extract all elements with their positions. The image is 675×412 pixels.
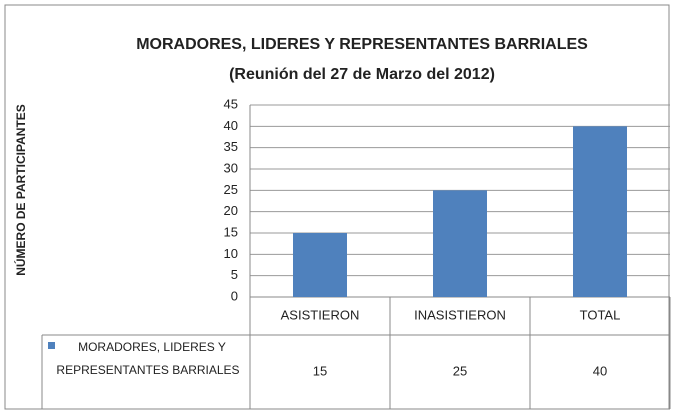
- legend-swatch: [48, 342, 55, 349]
- x-tick-label: TOTAL: [580, 307, 621, 322]
- bar: [433, 190, 487, 297]
- y-tick-label: 15: [224, 224, 238, 239]
- chart-border: [4, 4, 670, 410]
- y-tick-label: 5: [231, 267, 238, 282]
- bar: [293, 233, 347, 297]
- table-value: 15: [313, 363, 327, 378]
- y-tick-label: 10: [224, 246, 238, 261]
- y-tick-label: 25: [224, 182, 238, 197]
- legend-cell: MORADORES, LIDERES Y REPRESENTANTES BARR…: [56, 340, 240, 377]
- table-value: 25: [453, 363, 467, 378]
- y-tick-label: 30: [224, 160, 238, 175]
- bar: [573, 126, 627, 297]
- y-tick-label: 0: [231, 288, 238, 303]
- chart-title: MORADORES, LIDERES Y REPRESENTANTES BARR…: [136, 36, 588, 53]
- x-tick-label: INASISTIERON: [414, 307, 506, 322]
- y-tick-label: 45: [224, 96, 238, 111]
- y-tick-label: 40: [224, 118, 238, 133]
- y-tick-label: 20: [224, 203, 238, 218]
- chart-subtitle: (Reunión del 27 de Marzo del 2012): [229, 66, 495, 83]
- x-tick-label: ASISTIERON: [281, 307, 360, 322]
- table-value: 40: [593, 363, 607, 378]
- y-tick-label: 35: [224, 139, 238, 154]
- y-axis-title: NÚMERO DE PARTICIPANTES: [13, 104, 28, 276]
- legend-label: MORADORES, LIDERES Y REPRESENTANTES BARR…: [56, 340, 240, 377]
